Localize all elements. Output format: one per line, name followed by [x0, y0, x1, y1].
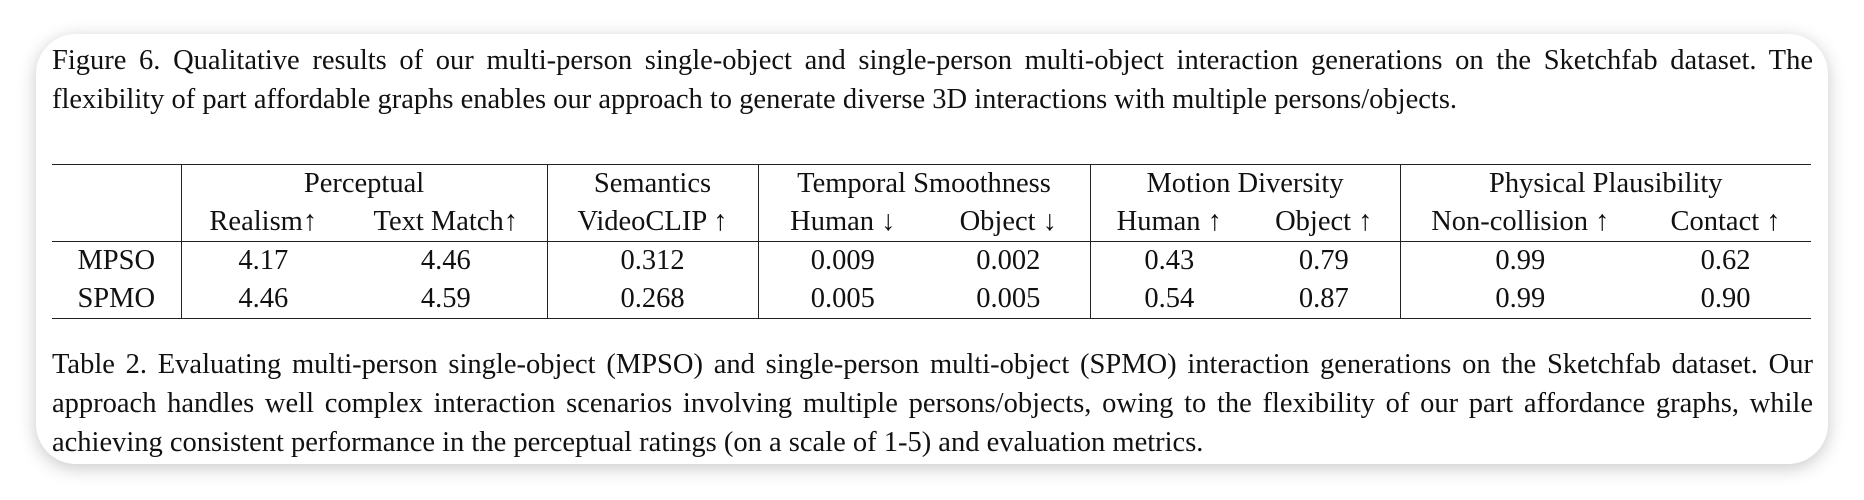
empty-cell — [52, 203, 182, 242]
empty-cell — [52, 164, 182, 203]
group-row: Perceptual Semantics Temporal Smoothness… — [52, 164, 1812, 203]
cell: 0.99 — [1495, 245, 1546, 276]
subheader: Object ↑ — [1248, 203, 1401, 242]
subheader: Object ↓ — [927, 203, 1091, 242]
cell: 0.87 — [1248, 280, 1401, 319]
subheader: Contact ↑ — [1640, 203, 1812, 242]
subheader-row: Realism↑ Text Match↑ VideoCLIP ↑ Human ↓… — [52, 203, 1812, 242]
cell: 0.43 — [1144, 245, 1195, 276]
row-label: SPMO — [52, 280, 182, 319]
subheader: Human ↓ — [758, 203, 927, 242]
cell: 4.46 — [181, 280, 345, 319]
cell: 0.005 — [927, 280, 1091, 319]
cell: 0.79 — [1248, 241, 1401, 280]
group-header: Motion Diversity — [1090, 164, 1401, 203]
group-header: Perceptual — [181, 164, 548, 203]
cell: 0.62 — [1700, 245, 1751, 276]
row-label: MPSO — [52, 241, 182, 280]
data-row: SPMO 4.46 4.59 0.268 0.005 0.005 0.54 0.87 0.99 0… — [52, 280, 1812, 319]
group-header: Semantics — [547, 164, 759, 203]
group-header: Physical Plausibility — [1400, 164, 1812, 203]
cell: 0.99 — [1400, 280, 1641, 319]
subheader: Realism↑ — [181, 203, 345, 242]
cell: 0.009 — [810, 245, 875, 276]
cell: 0.002 — [927, 241, 1091, 280]
cell: 4.46 — [345, 241, 548, 280]
subheader: Non-collision ↑ — [1400, 203, 1641, 242]
cell: 0.54 — [1090, 280, 1249, 319]
table-caption: Table 2. Evaluating multi-person single-… — [52, 349, 1813, 458]
figure-caption: Figure 6. Qualitative results of our mul… — [52, 45, 1813, 115]
cell: 4.17 — [238, 245, 289, 276]
cell: 0.005 — [758, 280, 927, 319]
cell: 0.268 — [547, 280, 759, 319]
subheader: VideoCLIP ↑ — [547, 203, 759, 242]
results-table: Perceptual Semantics Temporal Smoothness… — [52, 164, 1812, 319]
cell: 0.312 — [547, 241, 759, 280]
data-row: MPSO 4.17 4.46 0.312 0.009 0.002 0.43 0.79 0.99 0… — [52, 241, 1811, 280]
group-header: Temporal Smoothness — [758, 164, 1091, 203]
cell: 4.59 — [345, 280, 548, 319]
subheader: Text Match↑ — [345, 203, 548, 242]
cell: 0.90 — [1640, 280, 1812, 319]
subheader: Human ↑ — [1090, 203, 1249, 242]
